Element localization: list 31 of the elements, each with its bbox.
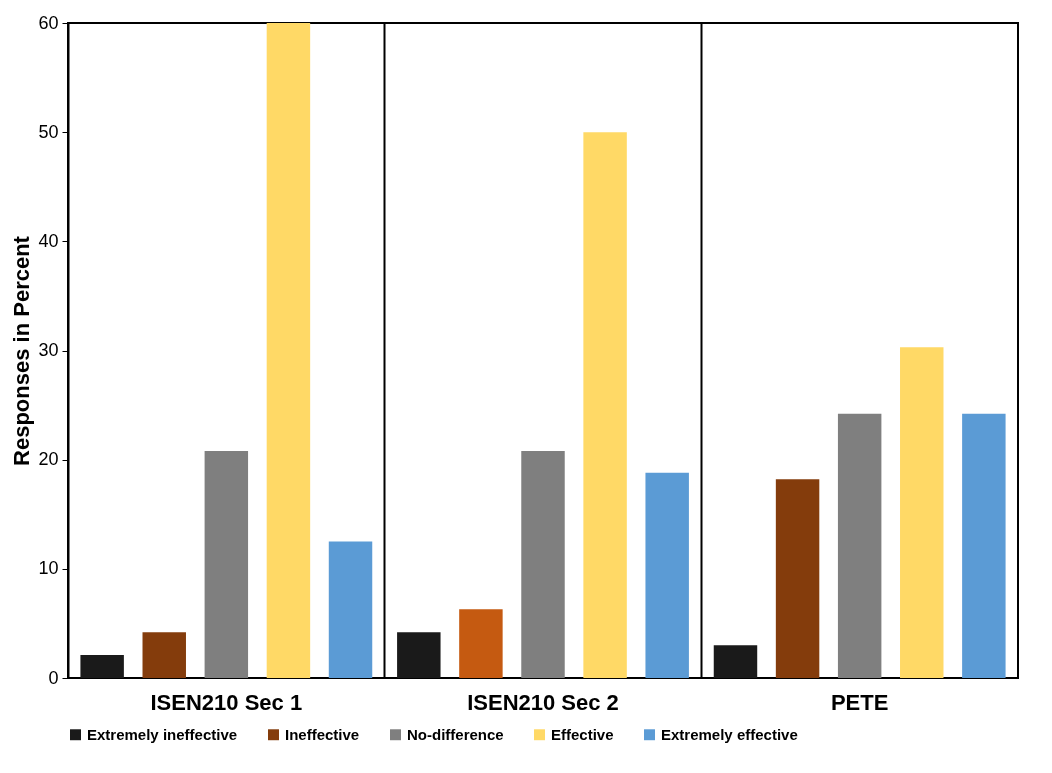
bar xyxy=(328,541,373,678)
bar xyxy=(397,632,441,678)
bar xyxy=(583,132,627,678)
legend-label: Extremely ineffective xyxy=(87,725,238,743)
bar xyxy=(266,23,311,678)
y-tick-label: 30 xyxy=(38,340,59,360)
legend-label: Extremely effective xyxy=(661,725,798,743)
y-tick-label: 50 xyxy=(38,121,59,142)
y-tick-label: 10 xyxy=(38,558,59,579)
bar xyxy=(204,450,249,678)
bar xyxy=(837,413,882,678)
legend-label: Effective xyxy=(551,725,614,743)
y-tick-label: 60 xyxy=(38,12,59,33)
y-tick-label: 40 xyxy=(38,230,59,251)
bar xyxy=(459,609,503,678)
legend-label: No-difference xyxy=(407,725,504,743)
bar xyxy=(775,479,820,678)
legend-label: Ineffective xyxy=(285,725,360,743)
x-tick-label: PETE xyxy=(830,689,889,715)
bar xyxy=(645,472,689,678)
x-tick-label: ISEN210 Sec 2 xyxy=(467,689,619,715)
bar xyxy=(521,450,565,678)
bar xyxy=(900,347,944,678)
bar xyxy=(142,632,186,678)
y-axis-title: Responses in Percent xyxy=(9,235,35,466)
y-tick-label: 20 xyxy=(38,449,59,470)
x-tick-label: ISEN210 Sec 1 xyxy=(150,689,303,715)
bar xyxy=(80,655,124,678)
bar xyxy=(962,413,1006,678)
y-tick-label: 0 xyxy=(48,667,59,688)
bar xyxy=(713,645,758,678)
